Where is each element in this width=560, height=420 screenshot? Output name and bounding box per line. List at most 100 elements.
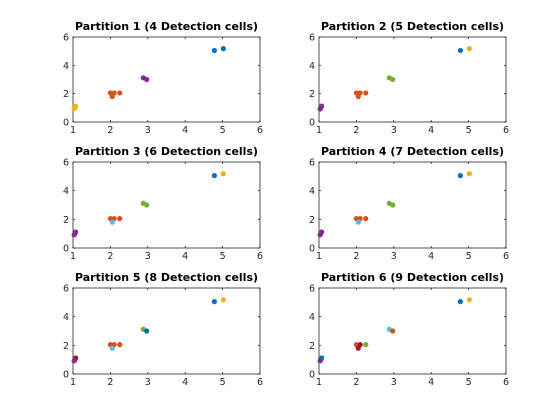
data-point — [144, 76, 150, 83]
data-point — [109, 345, 115, 351]
subplot-title: Partition 6 (9 Detection cells) — [321, 271, 504, 284]
plot-area — [72, 287, 261, 375]
data-point — [71, 105, 77, 112]
y-tick-label: 4 — [309, 312, 315, 323]
x-tick-label: 6 — [503, 125, 509, 136]
x-tick-label: 5 — [466, 377, 472, 388]
subplot-title: Partition 1 (4 Detection cells) — [75, 20, 258, 33]
x-tick-label: 6 — [257, 251, 263, 262]
y-tick-label: 0 — [309, 244, 315, 255]
x-tick-label: 4 — [182, 125, 188, 136]
data-point — [317, 232, 323, 238]
data-point — [363, 90, 369, 96]
x-tick-label: 6 — [503, 251, 509, 262]
data-point — [390, 76, 396, 83]
x-tick-label: 2 — [107, 125, 113, 136]
plot-area — [72, 161, 261, 249]
data-point — [211, 47, 217, 54]
subplot-title: Partition 2 (5 Detection cells) — [321, 20, 504, 33]
x-tick-label: 5 — [466, 125, 472, 136]
y-tick-label: 0 — [63, 244, 69, 255]
data-point — [390, 202, 396, 208]
x-tick-label: 4 — [428, 251, 434, 262]
x-tick-label: 4 — [428, 125, 434, 136]
x-tick-label: 1 — [70, 251, 76, 262]
x-tick-label: 5 — [220, 125, 226, 136]
data-point — [317, 106, 323, 112]
data-point — [109, 219, 115, 225]
x-tick-label: 4 — [182, 377, 188, 388]
data-point — [317, 358, 323, 364]
y-tick-label: 2 — [309, 89, 315, 100]
data-point — [117, 342, 123, 348]
y-tick-label: 6 — [63, 284, 69, 295]
data-point — [355, 219, 361, 225]
x-tick-label: 3 — [391, 125, 397, 136]
y-tick-label: 2 — [63, 89, 69, 100]
data-point — [71, 232, 77, 238]
subplot-title: Partition 4 (7 Detection cells) — [321, 145, 504, 158]
data-point — [220, 46, 226, 52]
data-point — [355, 345, 361, 351]
x-tick-label: 1 — [316, 125, 322, 136]
y-tick-label: 0 — [63, 370, 69, 381]
data-point — [457, 299, 463, 305]
y-tick-label: 6 — [309, 158, 315, 169]
x-tick-label: 3 — [145, 125, 151, 136]
plot-area — [318, 161, 507, 249]
y-tick-label: 6 — [309, 284, 315, 295]
x-tick-label: 1 — [70, 377, 76, 388]
y-tick-label: 4 — [309, 186, 315, 197]
data-point — [144, 202, 150, 208]
plot-area — [318, 287, 507, 375]
y-tick-label: 2 — [63, 341, 69, 352]
x-tick-label: 4 — [428, 377, 434, 388]
data-point — [220, 171, 226, 177]
y-tick-label: 6 — [309, 33, 315, 44]
data-point — [355, 93, 361, 100]
data-point — [457, 47, 463, 54]
data-point — [117, 90, 123, 96]
data-point — [117, 216, 123, 222]
x-tick-label: 5 — [220, 251, 226, 262]
data-point — [211, 299, 217, 305]
y-tick-label: 6 — [63, 158, 69, 169]
data-point — [71, 358, 77, 364]
subplot-6: Partition 6 (9 Detection cells) 1 2 3 4 5 6 0 2 4… — [309, 271, 509, 388]
data-point — [363, 342, 369, 348]
subplot-title: Partition 5 (8 Detection cells) — [75, 271, 258, 284]
subplot-5: Partition 5 (8 Detection cells) 1 2 3 4 5 6 0 2 4… — [63, 271, 263, 388]
data-point — [220, 297, 226, 303]
plot-area — [72, 36, 261, 123]
y-tick-label: 0 — [309, 118, 315, 129]
y-tick-label: 4 — [63, 186, 69, 197]
y-tick-label: 4 — [63, 61, 69, 72]
x-tick-label: 1 — [70, 125, 76, 136]
x-tick-label: 3 — [145, 251, 151, 262]
y-tick-label: 6 — [63, 33, 69, 44]
x-tick-label: 2 — [353, 125, 359, 136]
x-tick-label: 3 — [391, 377, 397, 388]
y-tick-label: 2 — [309, 215, 315, 226]
x-tick-label: 6 — [257, 125, 263, 136]
x-tick-label: 2 — [353, 377, 359, 388]
y-tick-label: 4 — [63, 312, 69, 323]
x-tick-label: 3 — [145, 377, 151, 388]
subplot-1: Partition 1 (4 Detection cells) 1 2 3 4 5 6 0 2 4… — [63, 20, 263, 136]
data-point — [466, 171, 472, 177]
x-tick-label: 3 — [391, 251, 397, 262]
data-point — [390, 328, 396, 334]
data-point — [109, 93, 115, 100]
x-tick-label: 5 — [466, 251, 472, 262]
x-tick-label: 5 — [220, 377, 226, 388]
data-point — [457, 173, 463, 179]
data-point — [466, 297, 472, 303]
y-tick-label: 2 — [309, 341, 315, 352]
x-tick-label: 6 — [503, 377, 509, 388]
y-tick-label: 0 — [63, 118, 69, 129]
subplot-4: Partition 4 (7 Detection cells) 1 2 3 4 5 6 0 2 4… — [309, 145, 509, 262]
x-tick-label: 4 — [182, 251, 188, 262]
x-tick-label: 2 — [107, 251, 113, 262]
data-point — [363, 216, 369, 222]
